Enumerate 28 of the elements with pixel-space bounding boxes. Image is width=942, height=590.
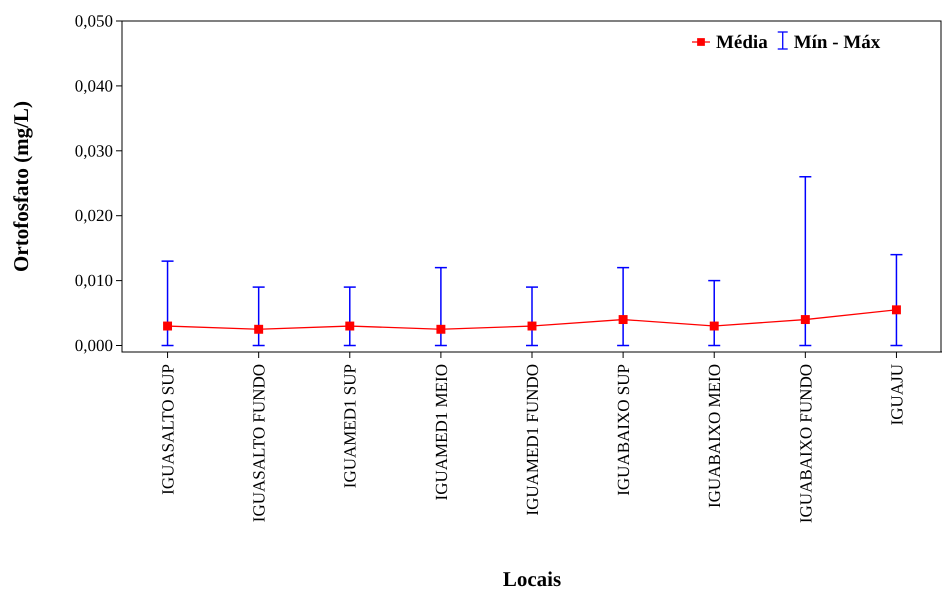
x-tick-label: IGUABAIXO MEIO	[705, 364, 724, 508]
x-tick-label: IGUABAIXO FUNDO	[796, 364, 816, 524]
legend-label: Média	[716, 32, 768, 53]
point	[618, 315, 628, 324]
point	[710, 322, 719, 331]
x-tick-label: IGUAMED1 SUP	[340, 364, 360, 488]
x-tick-label: IGUABAIXO SUP	[614, 364, 634, 496]
x-tick-label: IGUAMED1 FUNDO	[522, 364, 542, 516]
x-axis-title: Locais	[502, 567, 562, 590]
annotation: Mín - Máx	[794, 32, 881, 53]
point	[528, 322, 536, 331]
y-tick-label: 0,030	[74, 141, 113, 160]
y-tick-label: 0,010	[74, 271, 113, 290]
y-tick-label: 0,000	[74, 336, 113, 355]
y-axis-title: Ortofosfato (mg/L)	[9, 101, 33, 272]
y-tick-label: 0,040	[74, 76, 113, 96]
x-tick-label: IGUAJU	[887, 364, 906, 426]
point	[800, 315, 810, 324]
point	[436, 324, 446, 334]
x-tick-label: IGUASALTO SUP	[158, 364, 178, 495]
point	[892, 305, 901, 314]
x-tick-label: IGUASALTO FUNDO	[250, 364, 269, 522]
point	[345, 322, 354, 331]
point	[163, 322, 172, 331]
x-tick-label: IGUAMED1 MEIO	[432, 364, 451, 500]
point	[254, 324, 264, 334]
y-tick-label: 0,050	[74, 11, 113, 30]
y-tick-label: 0,020	[74, 206, 113, 226]
